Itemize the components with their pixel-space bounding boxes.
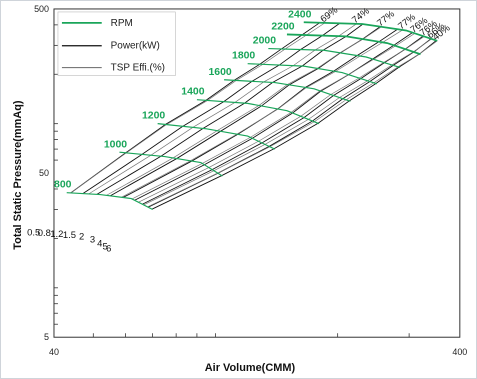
- rpm-curve-2400: [303, 21, 438, 42]
- efficiency-label-77%: 77%: [375, 8, 397, 29]
- x-tick-400: 400: [452, 347, 467, 357]
- rpm-curve-1000: [119, 151, 223, 177]
- rpm-curve-1400: [196, 99, 320, 125]
- rpm-label-2400: 2400: [288, 9, 311, 20]
- rpm-label-1800: 1800: [232, 51, 255, 62]
- rpm-label-2000: 2000: [253, 36, 276, 47]
- power-label-0.8: 0.8: [38, 228, 51, 239]
- rpm-curve-1200: [157, 123, 276, 150]
- rpm-curve-800: [66, 192, 153, 211]
- rpm-curve-1800: [247, 63, 378, 85]
- y-axis-title: Total Static Pressure(mmAq): [12, 100, 24, 250]
- legend-rpm-label: RPM: [111, 18, 133, 29]
- rpm-curves: [66, 21, 438, 211]
- power-label-0.5: 0.5: [27, 227, 40, 238]
- legend: RPM Power(kW) TSP Effi.(%): [57, 11, 176, 76]
- power-label-6: 6: [106, 243, 111, 254]
- x-tick-40: 40: [49, 347, 59, 357]
- rpm-label-1400: 1400: [181, 87, 204, 98]
- legend-power-label: Power(kW): [111, 41, 160, 52]
- rpm-curve-1600: [224, 79, 351, 102]
- power-label-5: 5: [103, 241, 108, 252]
- rpm-label-1200: 1200: [142, 111, 165, 122]
- rpm-curve-2200: [286, 33, 421, 56]
- power-label-4: 4: [97, 238, 102, 249]
- x-axis-title: Air Volume(CMM): [205, 362, 296, 374]
- y-tick-50: 50: [39, 168, 49, 178]
- rpm-label-800: 800: [54, 180, 72, 191]
- efficiency-label-69%: 69%: [318, 4, 340, 25]
- power-label-1.2: 1.2: [50, 229, 63, 240]
- rpm-curve-2000: [268, 47, 401, 69]
- power-label-3: 3: [90, 234, 95, 245]
- rpm-label-2200: 2200: [271, 21, 294, 32]
- legend-eff-label: TSP Effi.(%): [111, 63, 165, 74]
- rpm-label-1000: 1000: [104, 139, 127, 150]
- power-labels: 0.50.8 1.2 1.5 2 3 4 56: [27, 227, 111, 254]
- power-label-1.5: 1.5: [63, 230, 76, 241]
- rpm-label-1600: 1600: [208, 67, 231, 78]
- axis-tick-marks: [53, 24, 410, 338]
- y-tick-500: 500: [34, 4, 49, 14]
- y-tick-5: 5: [44, 332, 49, 342]
- power-curve: [134, 32, 413, 201]
- plot-frame: [53, 8, 461, 338]
- power-label-2: 2: [79, 232, 84, 243]
